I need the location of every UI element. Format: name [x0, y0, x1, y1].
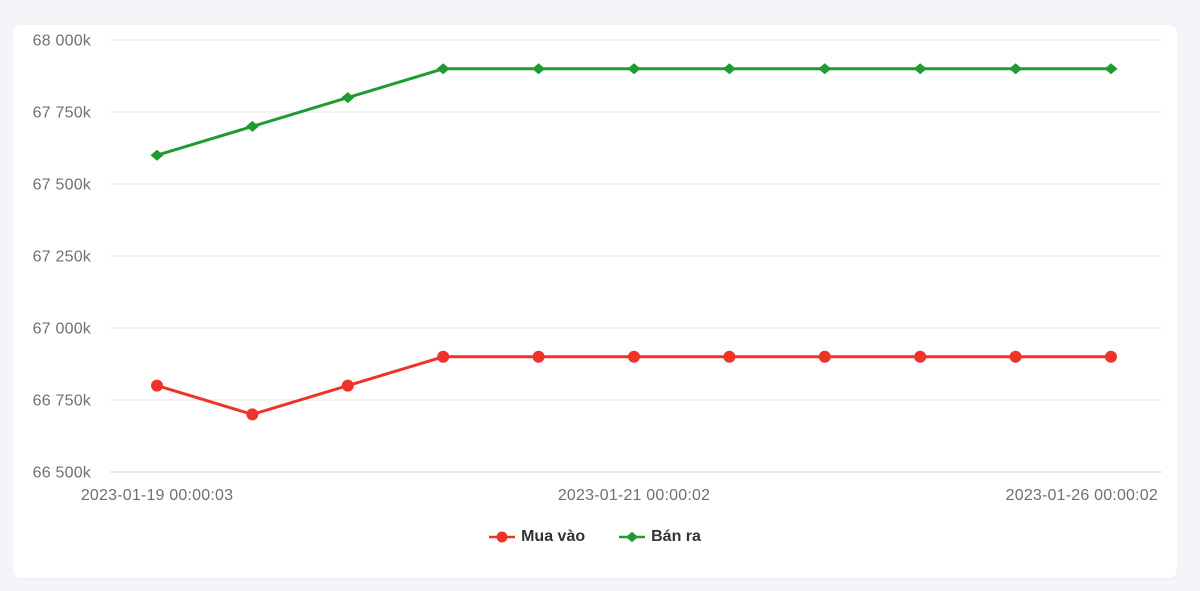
- legend-label-mua-vao: Mua vào: [521, 528, 586, 545]
- data-point-mua-vao-7[interactable]: [818, 350, 831, 363]
- data-point-ban-ra-10[interactable]: [1104, 63, 1118, 75]
- chart-card: [13, 25, 1177, 578]
- y-axis-label: 67 750k: [33, 105, 92, 122]
- data-point-mua-vao-1[interactable]: [246, 408, 259, 421]
- data-point-mua-vao-5[interactable]: [628, 350, 640, 363]
- data-point-mua-vao-3[interactable]: [437, 350, 450, 363]
- legend-marker-diamond-icon: [619, 531, 646, 543]
- data-point-mua-vao-9[interactable]: [1009, 350, 1022, 363]
- chart-legend: Mua vào Bán ra: [13, 523, 1177, 551]
- data-point-ban-ra-9[interactable]: [1009, 63, 1023, 75]
- series-line-mua-vao: [155, 355, 1113, 416]
- data-point-ban-ra-4[interactable]: [532, 63, 546, 75]
- data-point-ban-ra-2[interactable]: [341, 92, 355, 104]
- x-axis-label: 2023-01-19 00:00:03: [81, 487, 233, 504]
- data-point-ban-ra-7[interactable]: [818, 63, 832, 75]
- x-axis-label: 2023-01-26 00:00:02: [1006, 487, 1158, 504]
- y-axis-label: 67 500k: [33, 177, 92, 194]
- data-point-mua-vao-0[interactable]: [151, 379, 163, 392]
- data-point-ban-ra-8[interactable]: [913, 63, 927, 75]
- data-point-ban-ra-0[interactable]: [150, 149, 164, 161]
- y-axis-label: 67 250k: [33, 249, 92, 266]
- data-point-mua-vao-10[interactable]: [1105, 350, 1117, 363]
- y-axis-label: 68 000k: [33, 33, 92, 50]
- legend-item-ban-ra[interactable]: Bán ra: [619, 528, 701, 546]
- data-point-mua-vao-8[interactable]: [914, 350, 927, 363]
- y-axis-label: 67 000k: [33, 321, 92, 338]
- data-point-mua-vao-6[interactable]: [723, 350, 736, 363]
- data-point-ban-ra-5[interactable]: [627, 63, 641, 75]
- data-point-ban-ra-6[interactable]: [722, 63, 736, 75]
- data-point-mua-vao-2[interactable]: [341, 379, 354, 392]
- legend-label-ban-ra: Bán ra: [651, 528, 701, 545]
- data-point-mua-vao-4[interactable]: [532, 350, 545, 363]
- legend-marker-circle-icon: [489, 531, 516, 543]
- x-axis-label: 2023-01-21 00:00:02: [558, 487, 710, 504]
- data-point-ban-ra-1[interactable]: [245, 120, 259, 132]
- y-axis-label: 66 500k: [33, 465, 92, 482]
- data-point-ban-ra-3[interactable]: [436, 63, 450, 75]
- legend-item-mua-vao[interactable]: Mua vào: [489, 528, 585, 546]
- y-axis-label: 66 750k: [33, 393, 92, 410]
